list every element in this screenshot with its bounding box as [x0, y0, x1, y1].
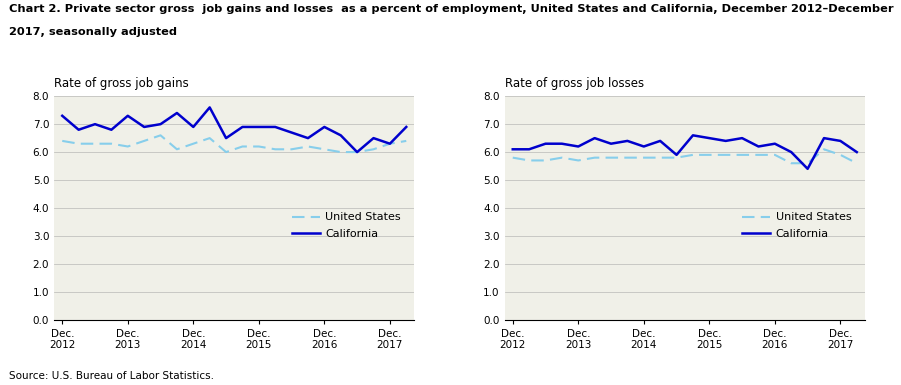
United States	[769, 152, 780, 157]
California	[188, 125, 199, 129]
California	[605, 141, 616, 146]
United States	[171, 147, 182, 152]
Legend: United States, California: United States, California	[287, 208, 405, 244]
California	[269, 125, 280, 129]
United States	[385, 141, 396, 146]
United States	[269, 147, 280, 152]
United States	[786, 161, 796, 166]
California	[737, 136, 748, 141]
Line: United States: United States	[62, 135, 406, 152]
California	[671, 152, 682, 157]
California	[351, 150, 362, 154]
California	[73, 127, 84, 132]
California	[237, 125, 248, 129]
California	[523, 147, 534, 152]
United States	[540, 158, 551, 163]
Line: California: California	[513, 135, 857, 169]
United States	[589, 155, 600, 160]
United States	[57, 139, 68, 143]
California	[622, 139, 633, 143]
United States	[73, 141, 84, 146]
California	[123, 114, 133, 118]
California	[139, 125, 150, 129]
California	[106, 127, 117, 132]
Text: 2017, seasonally adjusted: 2017, seasonally adjusted	[9, 27, 177, 37]
California	[704, 136, 714, 141]
California	[385, 141, 396, 146]
United States	[819, 147, 830, 152]
United States	[221, 150, 232, 154]
Line: California: California	[62, 107, 406, 152]
California	[221, 136, 232, 141]
United States	[303, 144, 314, 149]
California	[540, 141, 551, 146]
United States	[639, 155, 650, 160]
California	[253, 125, 264, 129]
United States	[753, 152, 764, 157]
California	[753, 144, 764, 149]
California	[786, 150, 796, 154]
Text: Chart 2. Private sector gross  job gains and losses  as a percent of employment,: Chart 2. Private sector gross job gains …	[9, 4, 894, 14]
California	[319, 125, 330, 129]
United States	[237, 144, 248, 149]
United States	[523, 158, 534, 163]
California	[89, 122, 100, 126]
United States	[605, 155, 616, 160]
United States	[557, 155, 568, 160]
United States	[720, 152, 731, 157]
United States	[835, 152, 846, 157]
California	[507, 147, 518, 152]
United States	[253, 144, 264, 149]
United States	[319, 147, 330, 152]
Line: United States: United States	[513, 149, 857, 163]
United States	[655, 155, 666, 160]
California	[401, 125, 412, 129]
Text: Source: U.S. Bureau of Labor Statistics.: Source: U.S. Bureau of Labor Statistics.	[9, 371, 214, 381]
Text: Rate of gross job gains: Rate of gross job gains	[54, 77, 189, 90]
United States	[737, 152, 748, 157]
United States	[401, 139, 412, 143]
California	[589, 136, 600, 141]
California	[720, 139, 731, 143]
United States	[622, 155, 633, 160]
California	[769, 141, 780, 146]
United States	[89, 141, 100, 146]
California	[303, 136, 314, 141]
Legend: United States, California: United States, California	[738, 208, 856, 244]
United States	[188, 141, 199, 146]
California	[802, 166, 813, 171]
California	[205, 105, 215, 110]
California	[573, 144, 584, 149]
California	[835, 139, 846, 143]
United States	[573, 158, 584, 163]
California	[57, 114, 68, 118]
United States	[205, 136, 215, 141]
United States	[287, 147, 297, 152]
United States	[123, 144, 133, 149]
California	[639, 144, 650, 149]
United States	[106, 141, 117, 146]
California	[655, 139, 666, 143]
California	[171, 111, 182, 116]
United States	[139, 139, 150, 143]
California	[335, 133, 346, 137]
United States	[507, 155, 518, 160]
United States	[351, 150, 362, 154]
United States	[671, 155, 682, 160]
California	[687, 133, 698, 137]
California	[369, 136, 379, 141]
California	[819, 136, 830, 141]
United States	[704, 152, 714, 157]
United States	[155, 133, 166, 137]
United States	[687, 152, 698, 157]
United States	[335, 150, 346, 154]
United States	[802, 161, 813, 166]
Text: Rate of gross job losses: Rate of gross job losses	[505, 77, 643, 90]
California	[287, 130, 297, 135]
California	[851, 150, 862, 154]
United States	[369, 147, 379, 152]
California	[155, 122, 166, 126]
United States	[851, 161, 862, 166]
California	[557, 141, 568, 146]
